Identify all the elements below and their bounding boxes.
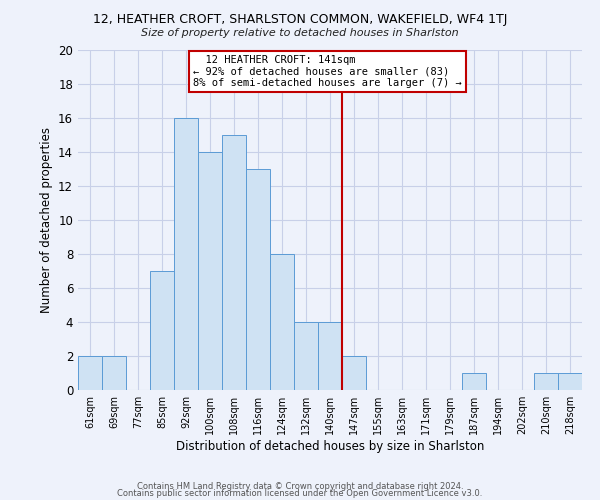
Bar bbox=[342, 356, 366, 390]
Bar bbox=[270, 254, 294, 390]
Bar bbox=[534, 373, 558, 390]
Bar bbox=[462, 373, 486, 390]
Text: Contains public sector information licensed under the Open Government Licence v3: Contains public sector information licen… bbox=[118, 490, 482, 498]
Bar bbox=[174, 118, 198, 390]
Bar bbox=[246, 169, 270, 390]
Y-axis label: Number of detached properties: Number of detached properties bbox=[40, 127, 53, 313]
Bar bbox=[198, 152, 222, 390]
X-axis label: Distribution of detached houses by size in Sharlston: Distribution of detached houses by size … bbox=[176, 440, 484, 453]
Text: 12 HEATHER CROFT: 141sqm  
← 92% of detached houses are smaller (83)
8% of semi-: 12 HEATHER CROFT: 141sqm ← 92% of detach… bbox=[193, 55, 462, 88]
Bar bbox=[222, 135, 246, 390]
Bar bbox=[318, 322, 342, 390]
Text: Contains HM Land Registry data © Crown copyright and database right 2024.: Contains HM Land Registry data © Crown c… bbox=[137, 482, 463, 491]
Bar bbox=[78, 356, 102, 390]
Bar bbox=[102, 356, 126, 390]
Bar bbox=[150, 271, 174, 390]
Bar bbox=[558, 373, 582, 390]
Text: 12, HEATHER CROFT, SHARLSTON COMMON, WAKEFIELD, WF4 1TJ: 12, HEATHER CROFT, SHARLSTON COMMON, WAK… bbox=[93, 12, 507, 26]
Text: Size of property relative to detached houses in Sharlston: Size of property relative to detached ho… bbox=[141, 28, 459, 38]
Bar bbox=[294, 322, 318, 390]
